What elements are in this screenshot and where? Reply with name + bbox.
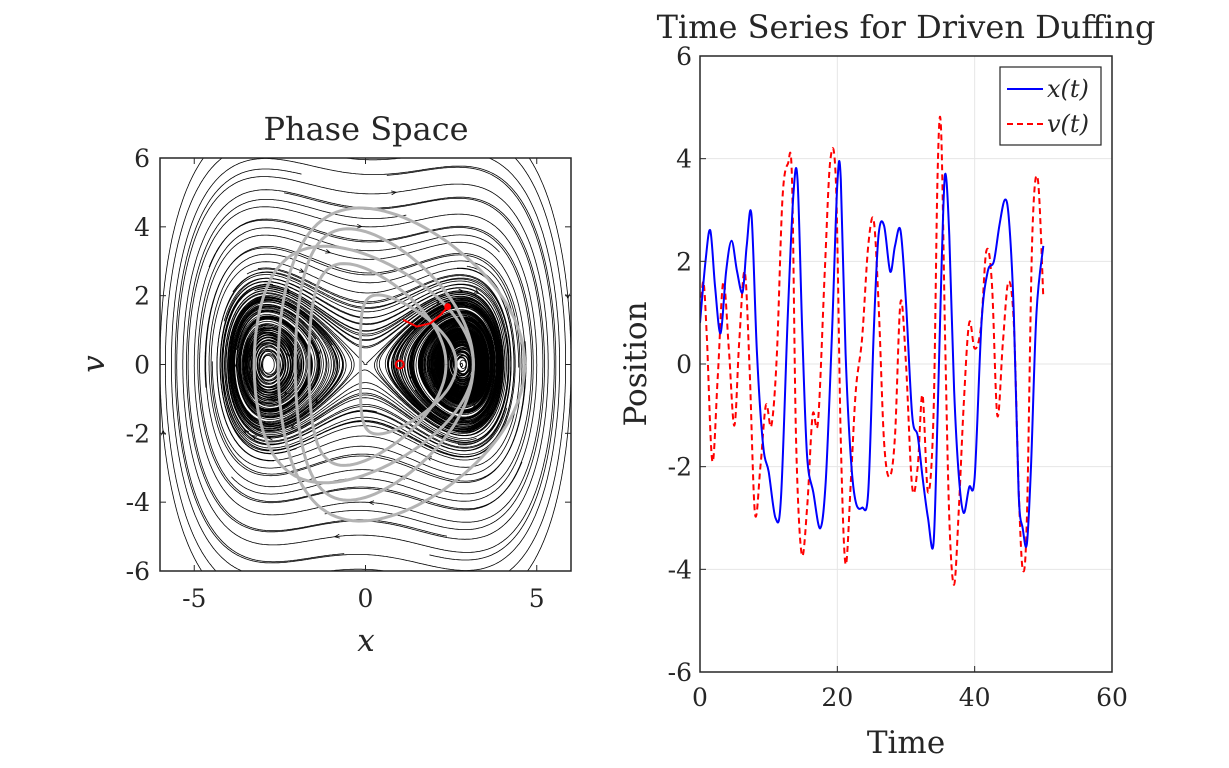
streamline bbox=[221, 265, 516, 458]
trail-line bbox=[402, 306, 449, 328]
time-ytick-label: -4 bbox=[668, 555, 692, 584]
trajectory-loop bbox=[307, 262, 448, 467]
phase-ylabel: v bbox=[76, 355, 112, 373]
streamline-arrow bbox=[325, 249, 332, 254]
legend-box bbox=[999, 66, 1102, 146]
phase-xtick-label: -5 bbox=[182, 584, 206, 613]
phase-xlabel: x bbox=[357, 623, 375, 659]
phase-xtick-label: 0 bbox=[358, 584, 374, 613]
time-xtick-label: 0 bbox=[692, 683, 708, 712]
streamline bbox=[187, 206, 538, 537]
streamline bbox=[225, 268, 512, 448]
streamline bbox=[210, 261, 527, 482]
streamline bbox=[256, 287, 503, 430]
phase-xtick-label: 5 bbox=[529, 584, 545, 613]
trajectory-loop bbox=[252, 244, 475, 485]
streamline-arrow bbox=[266, 435, 273, 441]
streamline bbox=[391, 303, 504, 432]
time-ytick-label: 4 bbox=[676, 145, 692, 174]
streamline-arrow bbox=[251, 435, 258, 440]
time-xtick-label: 40 bbox=[959, 683, 991, 712]
time-ytick-label: -6 bbox=[668, 658, 692, 687]
streamline bbox=[205, 219, 532, 495]
time-xlabel: Time bbox=[867, 725, 945, 761]
streamlines bbox=[160, 153, 571, 577]
time-ylabel: Position bbox=[618, 301, 654, 426]
start-marker bbox=[394, 359, 405, 370]
time-ticks: 0 20 40 60 -6 -4 -2 0 2 4 6 bbox=[668, 42, 1128, 712]
streamline bbox=[176, 176, 549, 563]
streamline bbox=[193, 192, 544, 523]
series-line-v bbox=[700, 115, 1045, 586]
phase-title: Phase Space bbox=[263, 110, 468, 148]
current-marker bbox=[444, 303, 452, 311]
streamline bbox=[219, 280, 506, 455]
legend: x(t) v(t) bbox=[999, 66, 1102, 146]
time-ytick-label: -2 bbox=[668, 453, 692, 482]
streamline bbox=[165, 158, 560, 571]
streamline-arrow bbox=[368, 500, 375, 506]
phase-ytick-label: -4 bbox=[126, 488, 150, 517]
legend-label-v: v(t) bbox=[1047, 110, 1089, 138]
streamline-arrow bbox=[356, 223, 363, 229]
trajectory-loop bbox=[358, 293, 458, 436]
phase-ytick-label: 2 bbox=[134, 282, 150, 311]
time-series-lines bbox=[700, 115, 1045, 586]
time-xtick-label: 20 bbox=[821, 683, 853, 712]
phase-ytick-label: 6 bbox=[134, 144, 150, 173]
time-ytick-label: 6 bbox=[676, 42, 692, 71]
streamline-arrow bbox=[486, 410, 492, 416]
trajectory bbox=[252, 206, 527, 523]
streamline bbox=[160, 158, 204, 571]
phase-ytick-label: 4 bbox=[134, 213, 150, 242]
streamline bbox=[199, 234, 526, 510]
streamline bbox=[527, 158, 571, 571]
legend-label-x: x(t) bbox=[1047, 75, 1089, 103]
streamline bbox=[224, 290, 502, 445]
phase-ticks: -5 0 5 -6 -4 -2 0 2 4 6 bbox=[126, 144, 571, 613]
phase-ytick-label: -6 bbox=[126, 557, 150, 586]
time-series-axes: 0 20 40 60 -6 -4 -2 0 2 4 6 Time Series for Driven… bbox=[618, 8, 1155, 761]
series-line-x bbox=[700, 160, 1045, 550]
time-xtick-label: 60 bbox=[1096, 683, 1128, 712]
streamline bbox=[387, 301, 499, 423]
streamline-arrow bbox=[333, 533, 340, 539]
trail bbox=[394, 303, 452, 370]
streamline bbox=[182, 166, 555, 553]
phase-ytick-label: -2 bbox=[126, 419, 150, 448]
streamline bbox=[223, 277, 507, 439]
time-ytick-label: 0 bbox=[676, 350, 692, 379]
time-title: Time Series for Driven Duffing bbox=[657, 8, 1156, 46]
trajectory-loop bbox=[276, 206, 527, 523]
streamline-arrow bbox=[391, 190, 398, 196]
time-ytick-label: 2 bbox=[676, 247, 692, 276]
streamline-arrow bbox=[427, 153, 432, 157]
streamline-arrow bbox=[299, 573, 304, 577]
streamline-arrow bbox=[289, 424, 296, 429]
streamline bbox=[237, 305, 324, 419]
trajectory-loop bbox=[293, 227, 475, 502]
phase-space-axes: -5 0 5 -6 -4 -2 0 2 4 6 Phase Space x v bbox=[76, 110, 572, 659]
phase-ytick-label: 0 bbox=[134, 351, 150, 380]
streamline bbox=[171, 158, 566, 571]
